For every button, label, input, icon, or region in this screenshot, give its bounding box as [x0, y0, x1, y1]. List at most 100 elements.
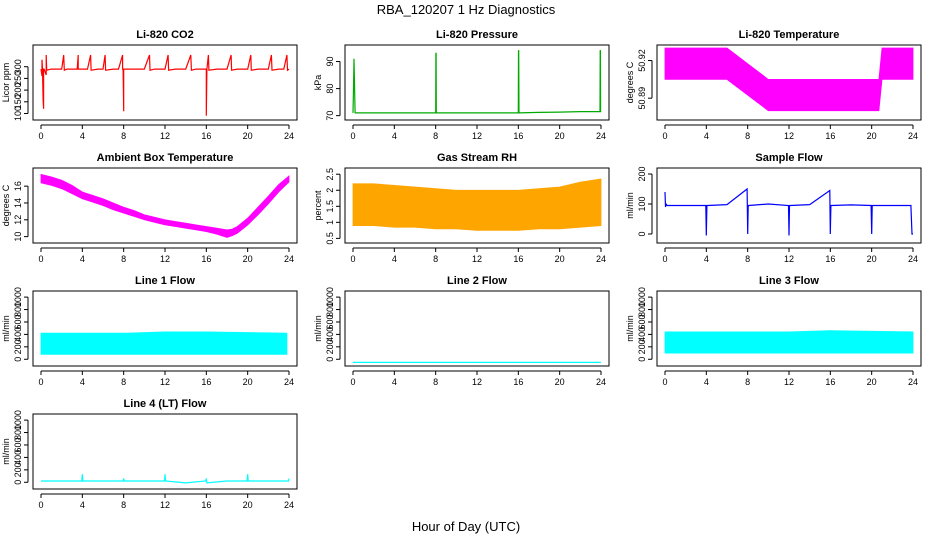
x-tick-label: 16: [513, 131, 523, 141]
x-tick-label: 20: [243, 131, 253, 141]
x-tick-label: 0: [662, 377, 667, 387]
series-band: [40, 331, 288, 355]
x-tick-label: 24: [908, 131, 918, 141]
x-tick-label: 16: [513, 254, 523, 264]
x-tick-label: 20: [555, 131, 565, 141]
panel-title: Li-820 Pressure: [436, 29, 518, 41]
y-tick-label: 400: [325, 327, 335, 342]
y-tick-label: 100: [637, 196, 647, 211]
y-tick-label: 1000: [637, 287, 647, 307]
y-axis-label: degrees C: [1, 184, 11, 226]
y-axis-label: kPa: [313, 75, 323, 91]
y-tick-label: 200: [325, 339, 335, 354]
panel-8: Line 2 Flow ml/min 0 4 8 12 16 20 24 0 20040060080…: [313, 275, 610, 387]
figure-title: RBA_120207 1 Hz Diagnostics: [377, 2, 556, 17]
x-tick-label: 24: [596, 131, 606, 141]
x-tick-label: 4: [392, 254, 397, 264]
panel-frame: [344, 290, 610, 367]
y-tick-label: 200: [13, 339, 23, 354]
y-tick-label: 1000: [325, 287, 335, 307]
x-tick-label: 4: [392, 377, 397, 387]
panel-2: Li-820 Pressure kPa 0 4 8 12 16 20 24 70 80 90: [313, 29, 610, 141]
x-tick-label: 8: [433, 377, 438, 387]
panel-6: Sample Flow ml/min 0 4 8 12 16 20 24 0 100 200: [625, 152, 922, 264]
y-axis-label: ml/min: [1, 315, 11, 342]
series-line: [664, 187, 913, 236]
x-tick-label: 4: [80, 131, 85, 141]
x-tick-label: 20: [555, 254, 565, 264]
y-tick-label: 50.92: [637, 49, 647, 72]
y-tick-label: 10: [13, 232, 23, 242]
x-tick-label: 16: [513, 377, 523, 387]
x-tick-label: 8: [745, 254, 750, 264]
y-tick-label: 2: [325, 188, 335, 193]
x-tick-label: 0: [350, 131, 355, 141]
panel-frame: [656, 167, 922, 244]
y-axis-label: ml/min: [1, 438, 11, 465]
y-tick-label: 1000: [13, 410, 23, 430]
panel-frame: [656, 44, 922, 121]
y-tick-label: 800: [325, 302, 335, 317]
x-tick-label: 24: [596, 254, 606, 264]
x-tick-label: 0: [662, 131, 667, 141]
x-tick-label: 20: [243, 377, 253, 387]
y-axis-label: ml/min: [313, 315, 323, 342]
x-tick-label: 20: [243, 254, 253, 264]
x-tick-label: 16: [201, 377, 211, 387]
panel-title: Sample Flow: [755, 152, 823, 164]
y-tick-label: 0: [13, 480, 23, 485]
panel-frame: [344, 44, 610, 121]
y-tick-label: 1: [325, 220, 335, 225]
x-tick-label: 12: [160, 500, 170, 510]
x-tick-label: 20: [867, 377, 877, 387]
panel-4: Ambient Box Temperature degrees C 0 4 8 12 16 2…: [1, 152, 298, 264]
y-tick-label: 12: [13, 215, 23, 225]
x-tick-label: 12: [784, 131, 794, 141]
y-tick-label: 600: [325, 314, 335, 329]
x-tick-label: 8: [745, 131, 750, 141]
x-tick-label: 20: [867, 254, 877, 264]
x-tick-label: 0: [38, 131, 43, 141]
x-tick-label: 20: [867, 131, 877, 141]
x-tick-label: 12: [160, 377, 170, 387]
y-tick-label: 0: [637, 231, 647, 236]
x-tick-label: 16: [825, 254, 835, 264]
x-tick-label: 8: [433, 131, 438, 141]
panel-frame: [656, 290, 922, 367]
x-tick-label: 4: [704, 377, 709, 387]
x-tick-label: 4: [80, 254, 85, 264]
x-tick-label: 0: [38, 254, 43, 264]
y-tick-label: 600: [637, 314, 647, 329]
x-tick-label: 24: [284, 254, 294, 264]
x-tick-label: 0: [662, 254, 667, 264]
y-tick-label: 600: [13, 314, 23, 329]
x-tick-label: 4: [80, 500, 85, 510]
panel-frame: [32, 290, 298, 367]
y-tick-label: 70: [325, 111, 335, 121]
y-tick-label: 14: [13, 198, 23, 208]
y-axis-label: percent: [313, 190, 323, 221]
series-band: [352, 178, 602, 231]
panel-title: Line 4 (LT) Flow: [124, 398, 207, 410]
y-tick-label: 800: [13, 302, 23, 317]
x-tick-label: 0: [350, 377, 355, 387]
panel-7: Line 1 Flow ml/min 0 4 8 12 16 20 24 0 20040060080…: [1, 275, 298, 387]
figure-xlabel: Hour of Day (UTC): [412, 519, 520, 534]
x-tick-label: 12: [784, 254, 794, 264]
x-tick-label: 16: [201, 254, 211, 264]
y-tick-label: 1000: [13, 287, 23, 307]
x-tick-label: 4: [704, 254, 709, 264]
x-tick-label: 24: [908, 254, 918, 264]
y-tick-label: 300: [13, 59, 23, 74]
y-tick-label: 400: [13, 450, 23, 465]
panel-title: Ambient Box Temperature: [97, 152, 234, 164]
series-line: [41, 474, 290, 484]
panel-10: Line 4 (LT) Flow ml/min 0 4 8 12 16 20 24 0 200400…: [1, 398, 298, 510]
y-tick-label: 200: [637, 339, 647, 354]
x-tick-label: 0: [38, 377, 43, 387]
panel-title: Li-820 CO2: [136, 29, 193, 41]
x-tick-label: 24: [596, 377, 606, 387]
y-tick-label: 250: [13, 71, 23, 86]
